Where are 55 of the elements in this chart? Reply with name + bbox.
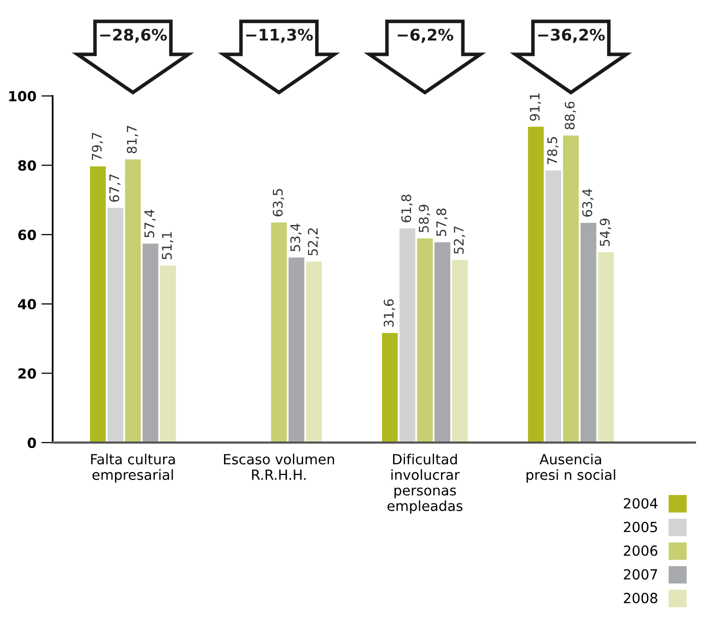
data-label: 81,7 [126, 126, 138, 154]
bar [528, 126, 544, 443]
text: −28,6% [100, 28, 167, 43]
y-tick-label: 60 [18, 230, 36, 240]
data-label: 51,1 [162, 232, 174, 260]
y-tick-label: 20 [18, 368, 36, 379]
bar [125, 159, 141, 443]
y-tick-label: 0 [28, 438, 36, 448]
bar [417, 238, 433, 443]
data-label: 53,4 [290, 224, 302, 252]
legend-label: 2006 [624, 545, 658, 556]
bar [382, 333, 398, 443]
y-tick-label: 40 [18, 298, 36, 310]
bar [545, 170, 562, 443]
data-label: 57,8 [436, 208, 448, 236]
bar [108, 208, 124, 443]
bar [288, 257, 304, 443]
data-label: 91,1 [530, 93, 542, 121]
legend-label: 2005 [624, 522, 657, 532]
bar [160, 265, 176, 443]
bar [598, 252, 614, 443]
data-label: 79,7 [92, 132, 104, 160]
data-label: 67,7 [109, 174, 121, 202]
legend-label: 2007 [624, 569, 658, 580]
x-tick-label: Falta cultura empresarial [91, 454, 175, 483]
bar [90, 166, 106, 443]
data-label: 63,4 [582, 188, 594, 217]
legend-label: 2008 [624, 592, 658, 604]
text: −11,3% [246, 28, 313, 43]
data-label: 63,5 [272, 189, 284, 216]
y-tick-label: 80 [18, 160, 36, 171]
data-label: 54,9 [600, 218, 612, 246]
legend-label: 2004 [624, 498, 658, 509]
bar [306, 262, 322, 443]
bar [271, 222, 287, 443]
bar [434, 242, 450, 443]
data-label: 52,7 [454, 226, 466, 254]
x-tick-label: Dificultad involucrar personas empleadas [387, 454, 462, 514]
bar [580, 222, 596, 443]
text: −36,2% [538, 28, 605, 43]
data-label: 57,4 [144, 210, 156, 238]
bar [563, 135, 579, 443]
bar [142, 244, 158, 443]
bar [400, 228, 416, 443]
data-label: 58,9 [418, 204, 430, 232]
bar [452, 260, 468, 443]
text: −6,2% [398, 28, 454, 43]
data-label: 52,2 [308, 228, 320, 256]
data-label: 31,6 [384, 299, 396, 327]
data-label: 78,5 [547, 137, 559, 164]
x-tick-label: Escaso volumen R.R.H.H. [224, 454, 334, 480]
y-tick-label: 100 [9, 90, 36, 102]
data-label: 61,8 [401, 194, 413, 222]
x-tick-label: Ausencia presi n social [526, 454, 616, 483]
data-label: 88,6 [564, 102, 576, 130]
